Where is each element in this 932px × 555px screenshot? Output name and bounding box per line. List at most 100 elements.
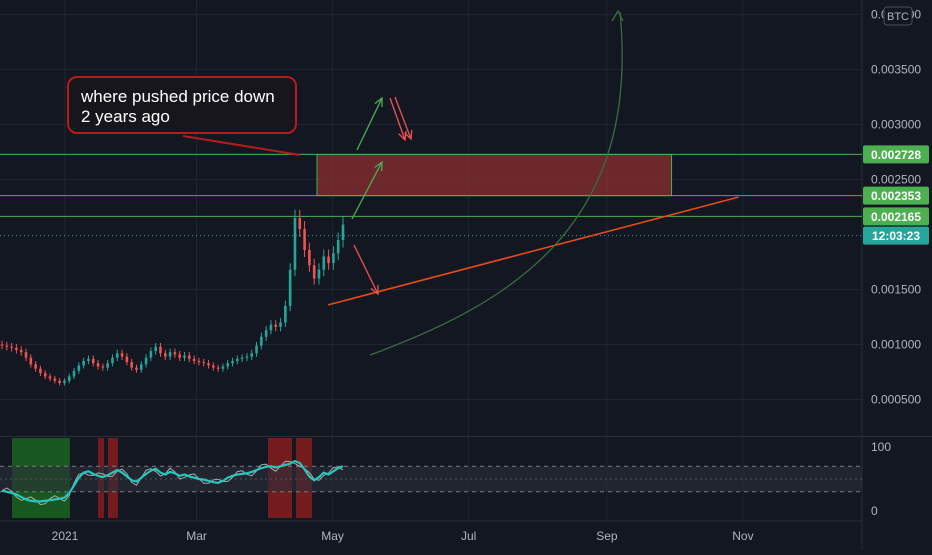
candle-body [111, 357, 114, 364]
arrow-down-right [353, 244, 379, 295]
candle-body [10, 346, 13, 348]
candle-body [15, 347, 18, 350]
indicator-axis-tick-label: 100 [871, 440, 891, 454]
arrow-down-right-head [370, 284, 379, 296]
candle-body [106, 363, 109, 368]
candle-body [322, 256, 326, 270]
candle-body [34, 364, 37, 369]
price-label-text: 12:03:23 [872, 229, 920, 243]
trend-line [327, 196, 739, 306]
candle-body [101, 366, 105, 368]
candle-body [168, 352, 172, 357]
price-label-tag [863, 226, 929, 245]
price-axis-tick-label: 0.002500 [871, 173, 921, 187]
candle-body [212, 365, 215, 368]
candle-body [173, 352, 177, 355]
curved-arrow-head [611, 9, 624, 22]
candle-body [236, 358, 239, 361]
candle-body [139, 364, 143, 370]
annotation-text-line1: where pushed price down [81, 87, 275, 106]
time-axis-tick-label: 2021 [52, 529, 79, 543]
candle-body [231, 361, 234, 364]
candle-body [48, 376, 52, 379]
candle-body [207, 363, 210, 366]
candle-body [250, 353, 254, 357]
price-axis-tick-label: 0.001000 [871, 338, 921, 352]
candle-body [264, 330, 268, 337]
candle-body [130, 362, 133, 368]
candle-body [58, 380, 61, 383]
candle-body [192, 358, 196, 361]
arrow-up-upper [356, 97, 383, 151]
candle-body [0, 344, 4, 346]
candle-body [63, 380, 66, 383]
candle-body [202, 362, 206, 364]
annotation-text-line2: 2 years ago [81, 107, 170, 126]
candle-body [221, 366, 225, 369]
arrow-up-lower-head [374, 160, 383, 172]
price-label-text: 0.002728 [871, 148, 921, 162]
candle-body [144, 357, 148, 365]
candle-body [197, 361, 201, 363]
candle-body [255, 345, 258, 354]
price-label-text: 0.002165 [871, 210, 921, 224]
candle-body [149, 351, 153, 358]
arrow-up-upper-head [374, 96, 383, 108]
annotation-callout[interactable]: where pushed price down 2 years ago [67, 76, 297, 134]
price-axis-tick-label: 0.001500 [871, 283, 921, 297]
candle-body [341, 224, 345, 240]
candle-body [91, 358, 95, 364]
time-axis-tick-label: Mar [186, 529, 207, 543]
candle-body [188, 355, 191, 359]
candle-body [279, 322, 282, 327]
candle-body [240, 357, 244, 359]
candle-body [67, 376, 71, 381]
candle-body [274, 324, 278, 327]
candle-body [82, 361, 85, 366]
time-axis-tick-label: Jul [461, 529, 476, 543]
candle-body [245, 356, 249, 358]
candle-body [269, 324, 273, 331]
time-axis-tick-label: Sep [596, 529, 618, 543]
arrow-down-double-a [389, 97, 406, 141]
arrow-up-lower [351, 161, 383, 220]
price-label-tag [863, 207, 929, 226]
candle-body [72, 370, 76, 377]
callout-connector [182, 135, 301, 156]
candle-body [298, 218, 302, 229]
candle-body [284, 306, 287, 323]
price-label-tag [863, 186, 929, 205]
candle-body [317, 269, 321, 279]
candle-body [312, 265, 316, 279]
price-label-tag [863, 145, 929, 164]
candle-body [96, 363, 100, 367]
candle-body [154, 346, 157, 352]
price-axis-tick-label: 0.000500 [871, 393, 921, 407]
indicator-axis-tick-label: 0 [871, 504, 878, 518]
indicator-line [1, 459, 344, 503]
candle-body [336, 240, 340, 254]
candle-body [163, 353, 167, 357]
arrow-down-double-b-head [404, 129, 413, 141]
candle-body [43, 373, 47, 377]
candle-body [159, 346, 162, 354]
candle-body [19, 350, 23, 353]
candle-body [29, 357, 33, 365]
candle-body [293, 218, 297, 270]
candle-body [288, 269, 292, 306]
candle-body [183, 355, 186, 358]
candle-body [125, 356, 129, 363]
resistance-zone [316, 153, 673, 197]
candle-body [332, 253, 335, 264]
time-axis-tick-label: Nov [732, 529, 753, 543]
price-label-text: 0.002353 [871, 189, 921, 203]
candle-body [77, 365, 81, 371]
candle-body [216, 367, 220, 369]
candle-body [87, 358, 90, 361]
price-axis-tick-label: 0.003500 [871, 63, 921, 77]
candle-body [135, 367, 138, 370]
candle-body [24, 352, 28, 358]
currency-badge [883, 6, 913, 26]
